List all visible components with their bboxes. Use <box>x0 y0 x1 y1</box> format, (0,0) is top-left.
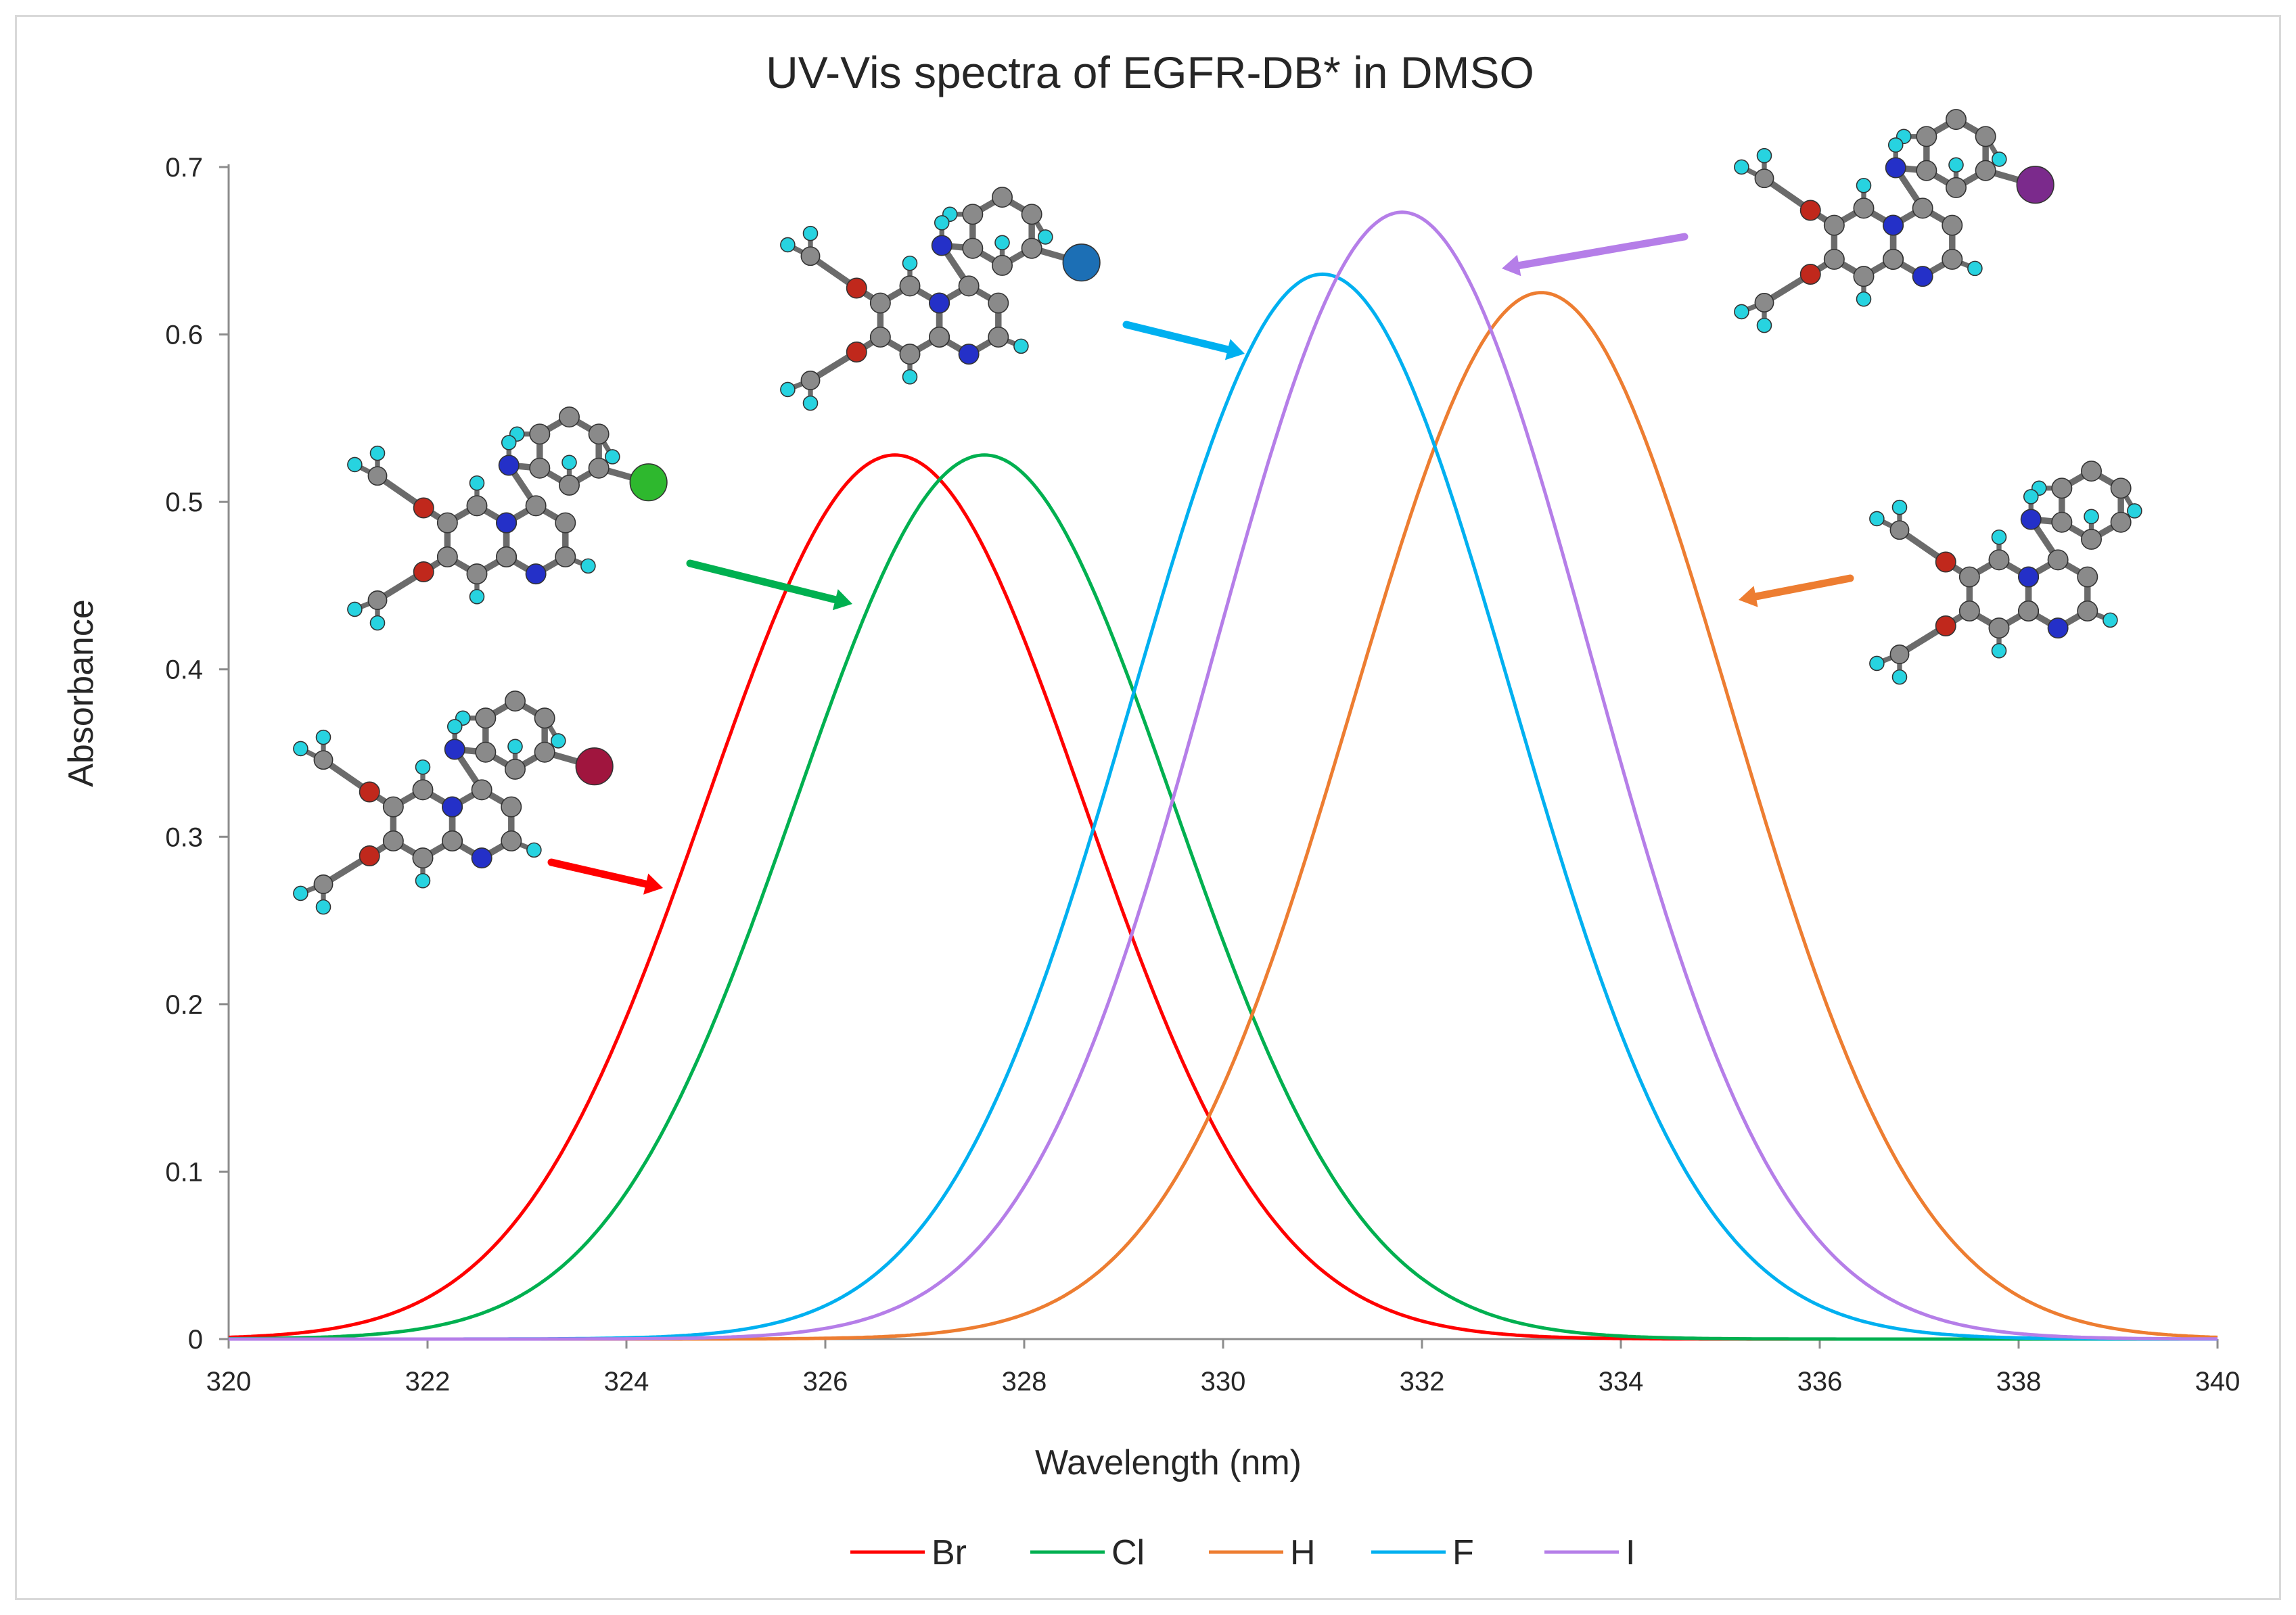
series-line-br <box>228 453 2218 1341</box>
y-tick-label: 0.7 <box>165 153 203 183</box>
molecule-cl <box>347 406 668 631</box>
chart-frame: UV-Vis spectra of EGFR-DB* in DMSO 0 0.1 0… <box>15 15 2281 1600</box>
legend-label-f: F <box>1452 1533 1474 1572</box>
x-tick-label: 332 <box>1400 1367 1445 1397</box>
molecule-i <box>1734 109 2054 333</box>
x-tick-label: 324 <box>604 1367 649 1397</box>
series-line-h <box>229 291 2218 1341</box>
x-tick-label: 330 <box>1201 1367 1246 1397</box>
legend-label-br: Br <box>932 1533 967 1572</box>
x-tick-label: 326 <box>803 1367 848 1397</box>
molecule-br <box>293 691 614 915</box>
uv-vis-chart: UV-Vis spectra of EGFR-DB* in DMSO 00.10… <box>62 47 2240 1572</box>
annotation-arrows <box>547 233 1854 895</box>
legend-label-i: I <box>1626 1533 1635 1572</box>
x-tick-label: 322 <box>405 1367 451 1397</box>
legend-label-h: H <box>1290 1533 1316 1572</box>
x-tick-label: 328 <box>1002 1367 1047 1397</box>
y-tick-label: 0.4 <box>165 655 203 685</box>
arrow-h <box>1739 574 1854 607</box>
y-tick-label: 0.3 <box>165 822 203 852</box>
legend: Br Cl H F I <box>850 1533 1635 1572</box>
y-tick-label: 0.5 <box>165 488 203 517</box>
y-axis-label: Absorbance <box>62 599 101 787</box>
axes: 0 0.1 0.2 0.3 0.4 0.5 0.6 0.7 320 322 324 326 328 330… <box>165 153 2240 1397</box>
molecule-images <box>293 109 2142 915</box>
legend-label-cl: Cl <box>1111 1533 1145 1572</box>
y-tick-label: 0.2 <box>165 990 203 1020</box>
molecule-f <box>780 187 1101 411</box>
x-tick-label: 340 <box>2195 1367 2241 1397</box>
x-tick-label: 338 <box>1996 1367 2042 1397</box>
x-tick-label: 336 <box>1797 1367 1843 1397</box>
y-tick-label: 0 <box>188 1325 203 1355</box>
series-line-i <box>229 210 2218 1341</box>
arrow-f <box>1122 321 1245 360</box>
x-tick-label: 320 <box>206 1367 252 1397</box>
arrow-br <box>547 858 663 895</box>
molecule-h <box>1869 461 2142 685</box>
arrow-cl <box>686 559 852 611</box>
arrow-i <box>1502 233 1689 277</box>
y-tick-label: 0.1 <box>165 1157 203 1187</box>
y-tick-label: 0.6 <box>165 321 203 350</box>
spectra-curves <box>228 210 2218 1341</box>
series-line-cl <box>228 453 2218 1341</box>
x-axis-label: Wavelength (nm) <box>1035 1443 1302 1482</box>
chart-title: UV-Vis spectra of EGFR-DB* in DMSO <box>766 47 1534 97</box>
x-tick-label: 334 <box>1599 1367 1644 1397</box>
